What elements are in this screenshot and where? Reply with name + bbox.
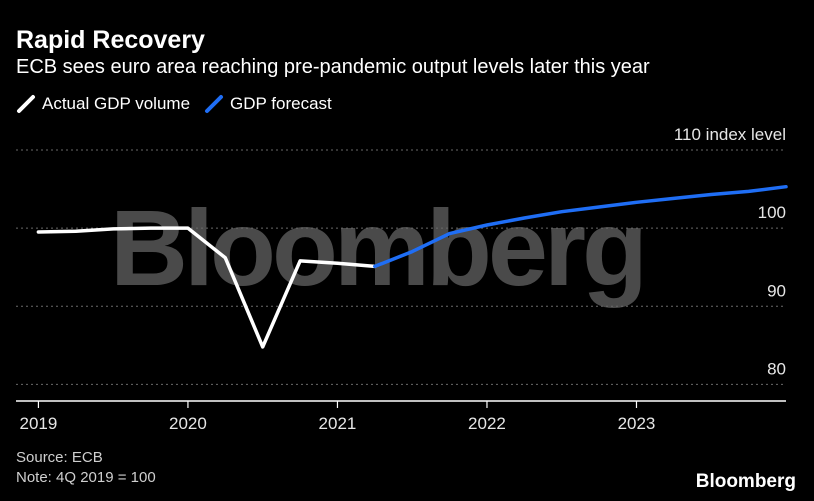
y-tick-label-110: 110 index level	[674, 125, 786, 144]
x-tick-label-2022: 2022	[468, 414, 506, 433]
source-note: Source: ECB	[16, 449, 103, 466]
legend-label-actual: Actual GDP volume	[42, 94, 191, 113]
legend: Actual GDP volume GDP forecast	[16, 94, 346, 114]
y-tick-label-100: 100	[758, 203, 786, 222]
x-tick-label-2023: 2023	[618, 414, 656, 433]
legend-swatch-forecast	[205, 95, 224, 113]
x-tick-label-2020: 2020	[169, 414, 207, 433]
watermark-text: Bloomberg	[110, 187, 644, 308]
index-note: Note: 4Q 2019 = 100	[16, 469, 156, 486]
legend-swatch-actual	[17, 95, 35, 113]
legend-item-forecast: GDP forecast	[204, 94, 332, 114]
chart-subtitle: ECB sees euro area reaching pre-pandemic…	[16, 56, 650, 78]
series-line-actual-gdp	[36, 226, 377, 349]
y-tick-label-90: 90	[767, 281, 786, 300]
x-tick-label-2019: 2019	[20, 414, 58, 433]
legend-item-actual: Actual GDP volume	[16, 94, 190, 114]
series-line-gdp-forecast	[373, 184, 788, 269]
y-tick-label-80: 80	[767, 359, 786, 378]
legend-label-forecast: GDP forecast	[230, 94, 332, 113]
chart-title: Rapid Recovery	[16, 26, 205, 54]
x-tick-label-2021: 2021	[319, 414, 357, 433]
brand-logo: Bloomberg	[695, 471, 796, 492]
